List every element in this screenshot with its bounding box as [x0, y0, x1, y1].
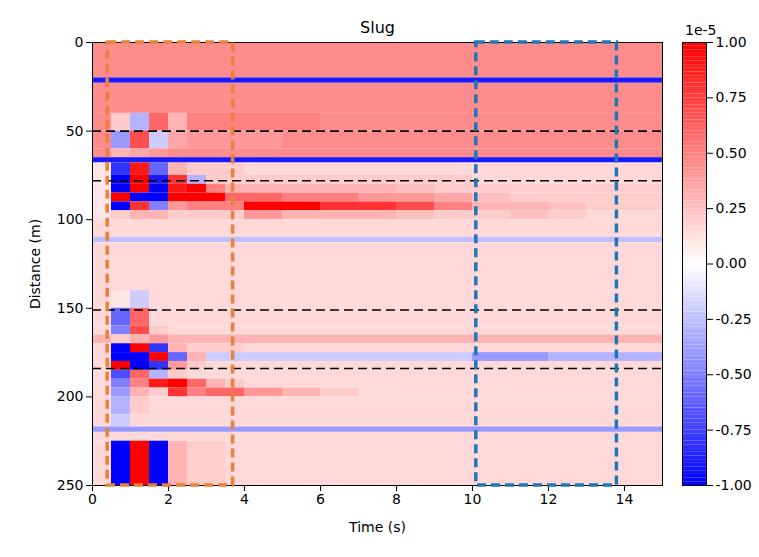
svg-text:0.75: 0.75: [716, 89, 747, 105]
svg-text:-1.00: -1.00: [716, 477, 752, 493]
svg-text:50: 50: [66, 123, 84, 139]
svg-text:14: 14: [616, 491, 634, 507]
svg-text:0: 0: [88, 491, 97, 507]
svg-text:8: 8: [392, 491, 401, 507]
svg-text:4: 4: [240, 491, 249, 507]
svg-text:10: 10: [464, 491, 482, 507]
svg-text:0: 0: [75, 34, 84, 50]
svg-text:-0.25: -0.25: [716, 311, 752, 327]
svg-text:200: 200: [57, 388, 84, 404]
svg-text:0.00: 0.00: [716, 255, 747, 271]
svg-text:100: 100: [57, 211, 84, 227]
svg-text:-0.75: -0.75: [716, 422, 752, 438]
svg-text:250: 250: [57, 477, 84, 493]
svg-text:Distance (m): Distance (m): [27, 219, 43, 309]
svg-text:0.25: 0.25: [716, 200, 747, 216]
svg-text:2: 2: [164, 491, 173, 507]
svg-text:150: 150: [57, 300, 84, 316]
svg-text:1e-5: 1e-5: [685, 22, 716, 38]
svg-text:12: 12: [540, 491, 558, 507]
svg-text:0.50: 0.50: [716, 145, 747, 161]
svg-text:-0.50: -0.50: [716, 366, 752, 382]
svg-text:Slug: Slug: [360, 18, 395, 37]
svg-text:6: 6: [316, 491, 325, 507]
svg-text:Time (s): Time (s): [348, 519, 406, 535]
svg-text:1.00: 1.00: [716, 34, 747, 50]
